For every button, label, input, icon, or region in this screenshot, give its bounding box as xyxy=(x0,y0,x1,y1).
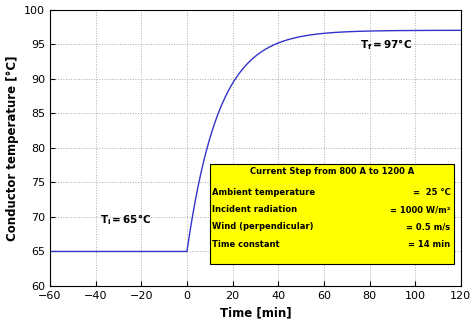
X-axis label: Time [min]: Time [min] xyxy=(219,306,291,319)
Text: Time constant: Time constant xyxy=(212,240,279,249)
Text: Current Step from 800 A to 1200 A: Current Step from 800 A to 1200 A xyxy=(249,167,413,176)
Text: = 1000 W/m²: = 1000 W/m² xyxy=(389,205,450,214)
Text: $\mathbf{T_i}$$\mathbf{ = 65°C}$: $\mathbf{T_i}$$\mathbf{ = 65°C}$ xyxy=(100,213,151,227)
Text: Incident radiation: Incident radiation xyxy=(212,205,297,214)
Text: Ambient temperature: Ambient temperature xyxy=(212,188,315,197)
Y-axis label: Conductor temperature [°C]: Conductor temperature [°C] xyxy=(6,55,19,240)
FancyBboxPatch shape xyxy=(209,164,453,264)
Text: = 14 min: = 14 min xyxy=(407,240,450,249)
Text: = 0.5 m/s: = 0.5 m/s xyxy=(406,222,450,231)
Text: =  25 °C: = 25 °C xyxy=(412,188,450,197)
Text: $\mathbf{T_f}$$\mathbf{ = 97°C}$: $\mathbf{T_f}$$\mathbf{ = 97°C}$ xyxy=(360,38,412,52)
Text: Wind (perpendicular): Wind (perpendicular) xyxy=(212,222,313,231)
